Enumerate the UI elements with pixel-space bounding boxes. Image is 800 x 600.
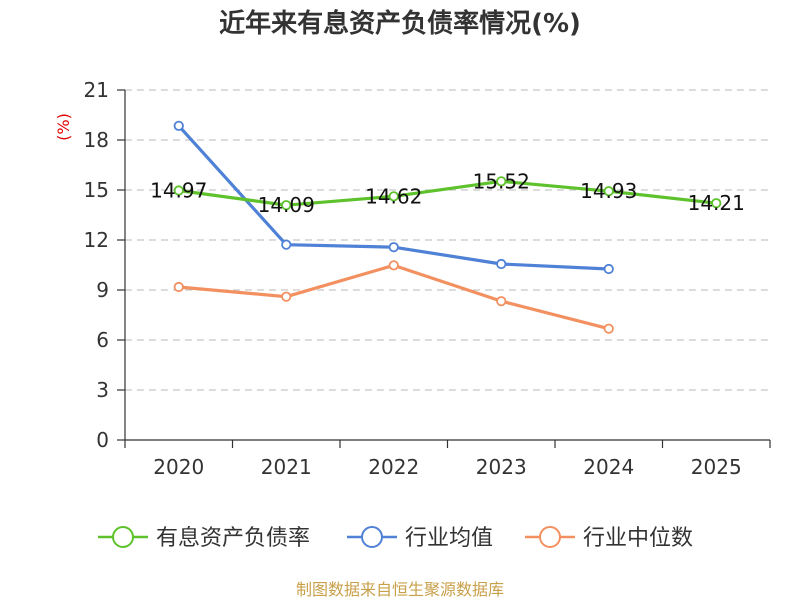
data-point[interactable] <box>388 260 399 271</box>
x-tick-label: 2024 <box>583 455 634 479</box>
data-label: 15.52 <box>473 169 530 193</box>
x-tick-label: 2025 <box>691 455 742 479</box>
legend-label: 行业均值 <box>405 526 493 551</box>
y-axis-unit: (%) <box>54 113 73 141</box>
series-line-3 <box>177 263 611 331</box>
y-tick-label: 21 <box>84 78 109 102</box>
series-line-1 <box>177 179 718 207</box>
data-label: 14.93 <box>580 179 637 203</box>
x-tick-label: 2022 <box>368 455 419 479</box>
legend-label: 行业中位数 <box>583 526 693 551</box>
y-tick-label: 0 <box>96 428 109 452</box>
axis-layer: 0 3 6 9 12 15 18 21 2020 2021 2022 2023 2024 2025 <box>84 78 771 479</box>
legend-item-3[interactable]: 行业中位数 <box>525 526 693 551</box>
legend-item-2[interactable]: 行业均值 <box>347 526 493 551</box>
data-point[interactable] <box>388 191 399 202</box>
x-tick-label: 2020 <box>153 455 204 479</box>
legend-marker-icon <box>112 526 134 548</box>
grid-layer <box>125 89 770 391</box>
legend-label: 有息资产负债率 <box>156 526 310 551</box>
data-point[interactable] <box>496 296 507 307</box>
data-point[interactable] <box>388 242 399 253</box>
data-label: 14.62 <box>365 184 422 208</box>
data-label: 14.97 <box>150 179 207 203</box>
data-point[interactable] <box>603 186 614 197</box>
data-point[interactable] <box>603 323 614 334</box>
x-tick-label: 2023 <box>476 455 527 479</box>
data-point[interactable] <box>173 281 184 293</box>
y-tick-label: 12 <box>84 228 109 252</box>
data-source: 制图数据来自恒生聚源数据库 <box>296 580 504 599</box>
data-point[interactable] <box>281 291 292 302</box>
data-point[interactable] <box>496 258 507 270</box>
chart-title: 近年来有息资产负债率情况(%) <box>219 8 581 39</box>
legend-marker-icon <box>539 526 561 548</box>
data-point[interactable] <box>496 176 507 187</box>
y-tick-label: 9 <box>96 278 109 302</box>
legend-item-1[interactable]: 有息资产负债率 <box>98 526 310 551</box>
y-tick-label: 6 <box>96 328 109 352</box>
data-label: 14.21 <box>688 191 745 215</box>
data-point[interactable] <box>173 120 184 131</box>
data-point[interactable] <box>711 198 722 209</box>
legend[interactable]: 有息资产负债率 行业均值 行业中位数 <box>98 526 693 551</box>
label-layer: 14.97 14.09 14.62 15.52 14.93 14.21 <box>150 169 745 217</box>
data-label: 14.09 <box>258 193 315 217</box>
y-tick-label: 15 <box>84 178 109 202</box>
data-point[interactable] <box>281 239 292 250</box>
y-tick-label: 18 <box>84 128 109 152</box>
legend-marker-icon <box>361 526 383 548</box>
x-tick-label: 2021 <box>261 455 312 479</box>
data-point[interactable] <box>281 200 292 211</box>
data-point[interactable] <box>603 263 614 275</box>
y-tick-label: 3 <box>96 378 109 402</box>
data-point[interactable] <box>173 185 184 196</box>
series-layer <box>173 120 722 334</box>
